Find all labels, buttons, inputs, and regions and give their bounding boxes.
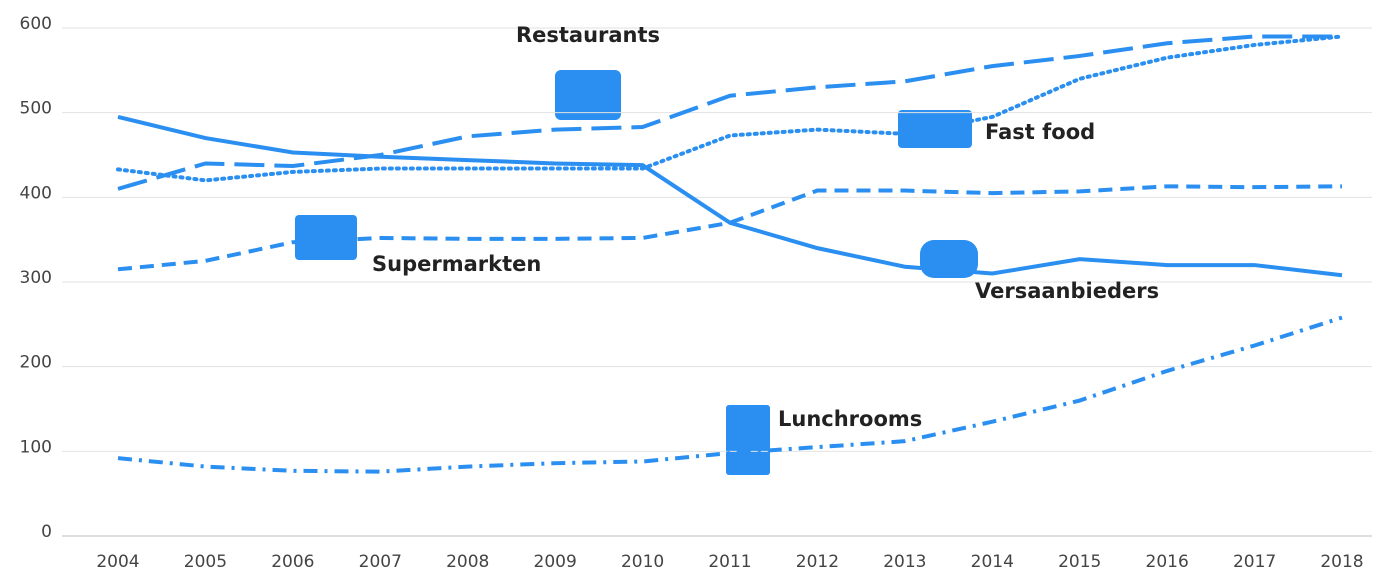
series-label: Fast food <box>985 120 1095 144</box>
x-tick-label: 2014 <box>971 552 1014 571</box>
series-label: Restaurants <box>516 23 660 47</box>
series-line <box>117 184 1343 272</box>
x-tick-label: 2008 <box>446 552 489 571</box>
y-tick-label: 200 <box>20 353 52 373</box>
series-label: Supermarkten <box>372 252 541 276</box>
x-tick-label: 2018 <box>1320 552 1363 571</box>
restaurant-icon <box>555 70 621 120</box>
series-line <box>116 34 1344 183</box>
series-label: Versaanbieders <box>975 279 1159 303</box>
series-line <box>117 114 1343 278</box>
lunchroom-icon <box>726 405 770 475</box>
x-tick-label: 2004 <box>96 552 139 571</box>
y-tick-label: 100 <box>20 437 52 457</box>
x-tick-label: 2015 <box>1058 552 1101 571</box>
x-tick-label: 2012 <box>796 552 839 571</box>
cart-icon <box>295 215 357 260</box>
y-tick-label: 400 <box>20 183 52 203</box>
series-label: Lunchrooms <box>778 407 922 431</box>
x-tick-label: 2011 <box>708 552 751 571</box>
x-tick-label: 2010 <box>621 552 664 571</box>
y-tick-label: 300 <box>20 268 52 288</box>
y-tick-label: 500 <box>20 99 52 119</box>
y-tick-label: 0 <box>41 522 52 542</box>
y-tick-label: 600 <box>20 14 52 34</box>
x-tick-label: 2009 <box>534 552 577 571</box>
x-tick-label: 2007 <box>359 552 402 571</box>
x-tick-label: 2006 <box>271 552 314 571</box>
x-tick-label: 2013 <box>883 552 926 571</box>
series-line <box>117 34 1342 191</box>
x-tick-label: 2005 <box>184 552 227 571</box>
series-line <box>117 315 1343 474</box>
x-tick-label: 2017 <box>1233 552 1276 571</box>
x-tick-label: 2016 <box>1146 552 1189 571</box>
